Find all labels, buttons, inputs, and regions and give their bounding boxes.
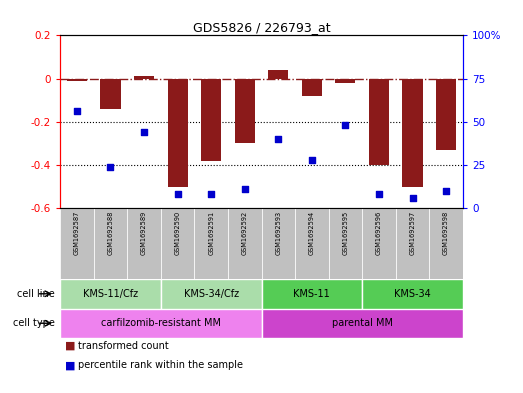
Bar <box>67 79 87 81</box>
Bar <box>396 208 429 279</box>
Title: GDS5826 / 226793_at: GDS5826 / 226793_at <box>192 21 331 34</box>
Text: parental MM: parental MM <box>332 318 393 328</box>
Bar <box>436 79 456 150</box>
Bar <box>161 279 262 309</box>
Point <box>207 191 215 198</box>
Bar <box>403 79 423 187</box>
Bar <box>302 79 322 96</box>
Text: carfilzomib-resistant MM: carfilzomib-resistant MM <box>101 318 221 328</box>
Text: ■: ■ <box>65 360 76 371</box>
Bar <box>429 208 463 279</box>
Bar <box>362 279 463 309</box>
Text: KMS-34: KMS-34 <box>394 289 431 299</box>
Bar <box>262 309 463 338</box>
Text: GSM1692594: GSM1692594 <box>309 210 315 255</box>
Bar <box>362 208 396 279</box>
Point <box>308 157 316 163</box>
Bar <box>262 208 295 279</box>
Bar <box>127 208 161 279</box>
Bar <box>134 76 154 79</box>
Text: transformed count: transformed count <box>78 341 169 351</box>
Text: ■: ■ <box>65 341 76 351</box>
Point <box>241 186 249 193</box>
Text: GSM1692592: GSM1692592 <box>242 210 248 255</box>
Bar <box>268 70 288 79</box>
Bar <box>60 279 161 309</box>
Bar <box>335 79 356 83</box>
Text: cell line: cell line <box>17 289 55 299</box>
Bar <box>328 208 362 279</box>
Point <box>106 163 115 170</box>
Bar <box>295 208 328 279</box>
Bar <box>161 208 195 279</box>
Point <box>442 188 450 194</box>
Text: cell type: cell type <box>13 318 55 328</box>
Point <box>73 108 81 115</box>
Point <box>341 122 349 129</box>
Point <box>174 191 182 198</box>
Text: GSM1692598: GSM1692598 <box>443 210 449 255</box>
Text: KMS-11/Cfz: KMS-11/Cfz <box>83 289 138 299</box>
Point <box>375 191 383 198</box>
Text: GSM1692593: GSM1692593 <box>275 210 281 255</box>
Text: GSM1692595: GSM1692595 <box>343 210 348 255</box>
Text: KMS-34/Cfz: KMS-34/Cfz <box>184 289 238 299</box>
Text: GSM1692589: GSM1692589 <box>141 210 147 255</box>
Bar <box>369 79 389 165</box>
Text: GSM1692590: GSM1692590 <box>175 210 180 255</box>
Point <box>274 136 282 142</box>
Text: GSM1692597: GSM1692597 <box>410 210 415 255</box>
Text: KMS-11: KMS-11 <box>293 289 330 299</box>
Bar <box>60 309 262 338</box>
Text: GSM1692587: GSM1692587 <box>74 210 80 255</box>
Bar <box>94 208 127 279</box>
Bar <box>195 208 228 279</box>
Bar <box>100 79 120 109</box>
Text: percentile rank within the sample: percentile rank within the sample <box>78 360 243 371</box>
Bar <box>235 79 255 143</box>
Text: GSM1692588: GSM1692588 <box>108 210 113 255</box>
Point <box>140 129 148 135</box>
Bar <box>262 279 362 309</box>
Point <box>408 195 417 201</box>
Bar <box>60 208 94 279</box>
Text: GSM1692596: GSM1692596 <box>376 210 382 255</box>
Bar <box>167 79 188 187</box>
Bar <box>228 208 262 279</box>
Bar <box>201 79 221 161</box>
Text: GSM1692591: GSM1692591 <box>208 210 214 255</box>
